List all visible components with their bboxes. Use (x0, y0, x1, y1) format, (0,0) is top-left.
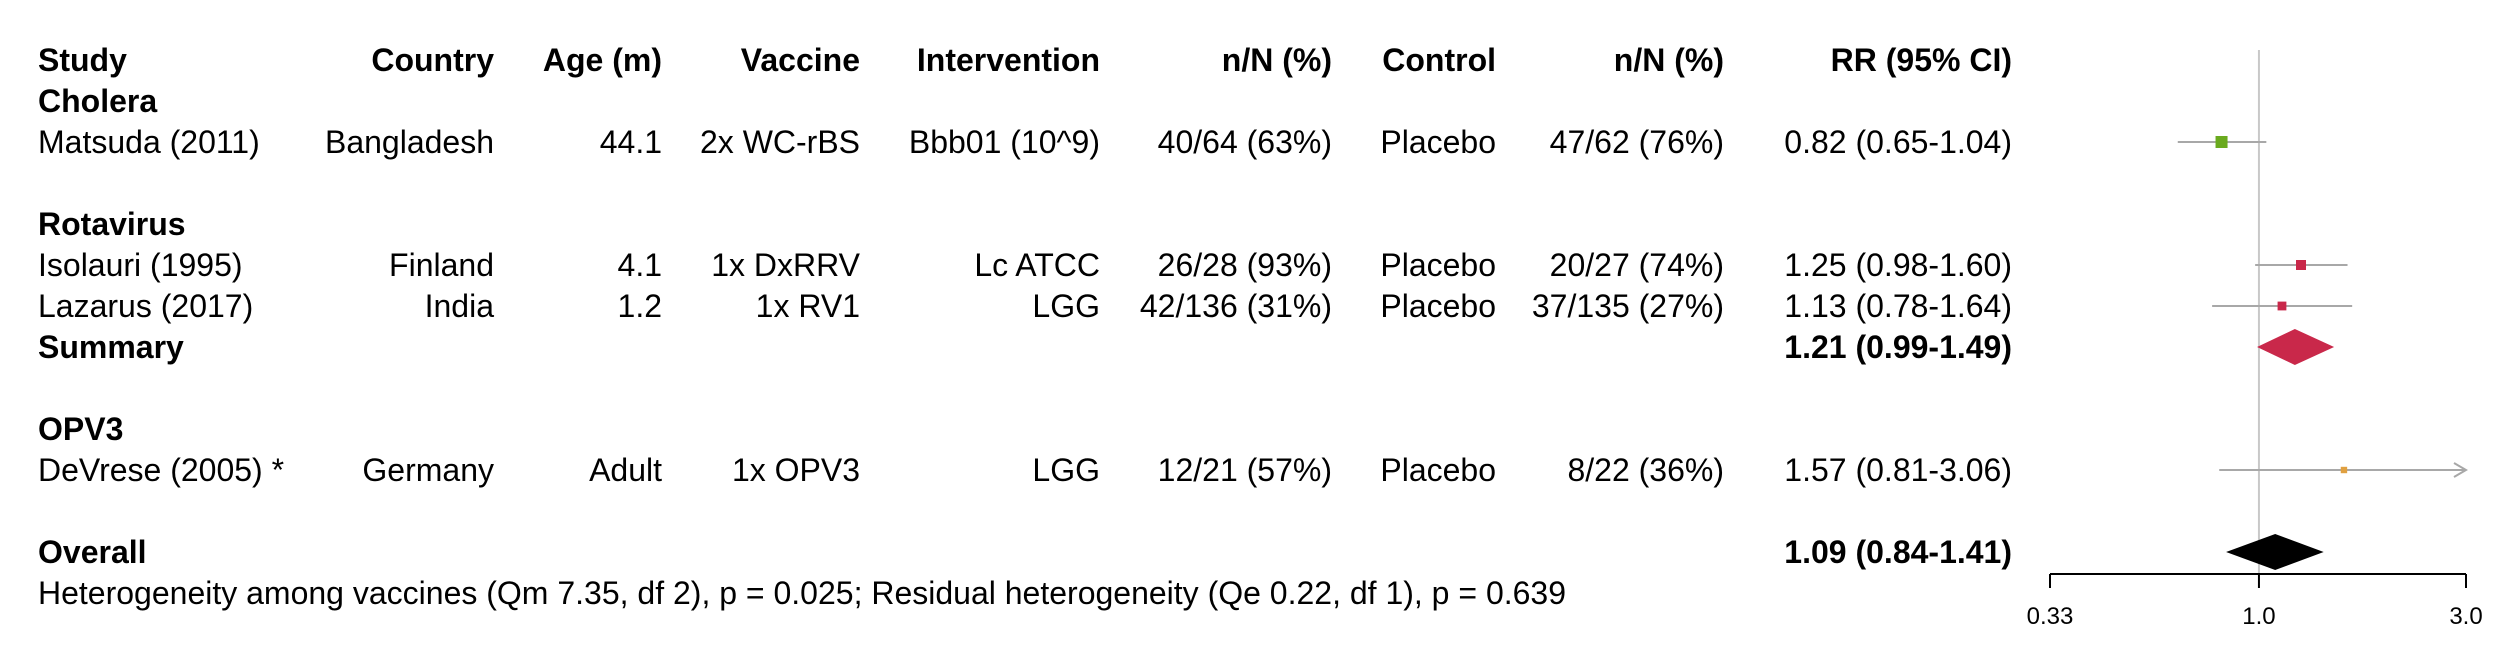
cell-int_n: 26/28 (93%) (1157, 247, 1332, 283)
cell-int_n: 42/136 (31%) (1139, 288, 1332, 324)
cell-vaccine: 1x OPV3 (731, 452, 860, 488)
cell-country: India (424, 288, 494, 324)
cell-rr_text: 1.13 (0.78-1.64) (1784, 288, 2012, 324)
column-header: Vaccine (740, 42, 860, 78)
cell-intervention: LGG (1032, 452, 1100, 488)
summary-diamond (2226, 534, 2324, 570)
cell-age: Adult (589, 452, 662, 488)
summary-label: Summary (38, 329, 184, 365)
cell-age: 1.2 (617, 288, 662, 324)
group-label: OPV3 (38, 411, 124, 447)
column-header: Country (371, 42, 494, 78)
cell-study: Matsuda (2011) (38, 124, 260, 160)
column-header: Control (1382, 42, 1496, 78)
cell-study: Lazarus (2017) (38, 288, 254, 324)
cell-control: Placebo (1380, 124, 1496, 160)
cell-control: Placebo (1380, 452, 1496, 488)
point-estimate (2215, 136, 2228, 148)
column-header: Age (m) (542, 42, 662, 78)
cell-ctl_n: 8/22 (36%) (1567, 452, 1724, 488)
cell-ctl_n: 37/135 (27%) (1531, 288, 1724, 324)
cell-vaccine: 1x RV1 (755, 288, 860, 324)
column-header: Intervention (916, 42, 1100, 78)
column-header: RR (95% CI) (1830, 42, 2012, 78)
summary-rr: 1.21 (0.99-1.49) (1784, 329, 2012, 365)
cell-control: Placebo (1380, 288, 1496, 324)
overall-label: Overall (38, 534, 147, 570)
cell-country: Finland (389, 247, 494, 283)
cell-country: Bangladesh (324, 124, 494, 160)
cell-ctl_n: 47/62 (76%) (1549, 124, 1724, 160)
column-header: n/N (%) (1613, 42, 1724, 78)
cell-vaccine: 2x WC-rBS (700, 124, 860, 160)
summary-diamond (2257, 329, 2335, 365)
cell-age: 44.1 (599, 124, 662, 160)
group-label: Rotavirus (38, 206, 186, 242)
cell-rr_text: 1.25 (0.98-1.60) (1784, 247, 2012, 283)
heterogeneity-footnote: Heterogeneity among vaccines (Qm 7.35, d… (38, 575, 1567, 611)
column-header: Study (38, 42, 127, 78)
point-estimate (2340, 466, 2348, 474)
x-tick-label: 0.33 (2027, 603, 2074, 630)
cell-rr_text: 0.82 (0.65-1.04) (1784, 124, 2012, 160)
column-header: n/N (%) (1221, 42, 1332, 78)
ci-arrow (2453, 462, 2468, 478)
cell-vaccine: 1x DxRRV (711, 247, 860, 283)
point-estimate (2277, 301, 2287, 311)
cell-int_n: 40/64 (63%) (1157, 124, 1332, 160)
cell-study: DeVrese (2005) * (38, 452, 285, 488)
cell-intervention: LGG (1032, 288, 1100, 324)
cell-intervention: Lc ATCC (974, 247, 1100, 283)
x-tick-label: 3.0 (2449, 603, 2482, 630)
cell-control: Placebo (1380, 247, 1496, 283)
point-estimate (2296, 260, 2307, 270)
cell-study: Isolauri (1995) (38, 247, 243, 283)
group-label: Cholera (38, 83, 158, 119)
cell-rr_text: 1.57 (0.81-3.06) (1784, 452, 2012, 488)
overall-rr: 1.09 (0.84-1.41) (1784, 534, 2012, 570)
cell-int_n: 12/21 (57%) (1157, 452, 1332, 488)
cell-age: 4.1 (617, 247, 662, 283)
cell-country: Germany (362, 452, 494, 488)
cell-ctl_n: 20/27 (74%) (1549, 247, 1724, 283)
x-tick-label: 1.0 (2242, 603, 2275, 630)
cell-intervention: Bbb01 (10^9) (908, 124, 1100, 160)
